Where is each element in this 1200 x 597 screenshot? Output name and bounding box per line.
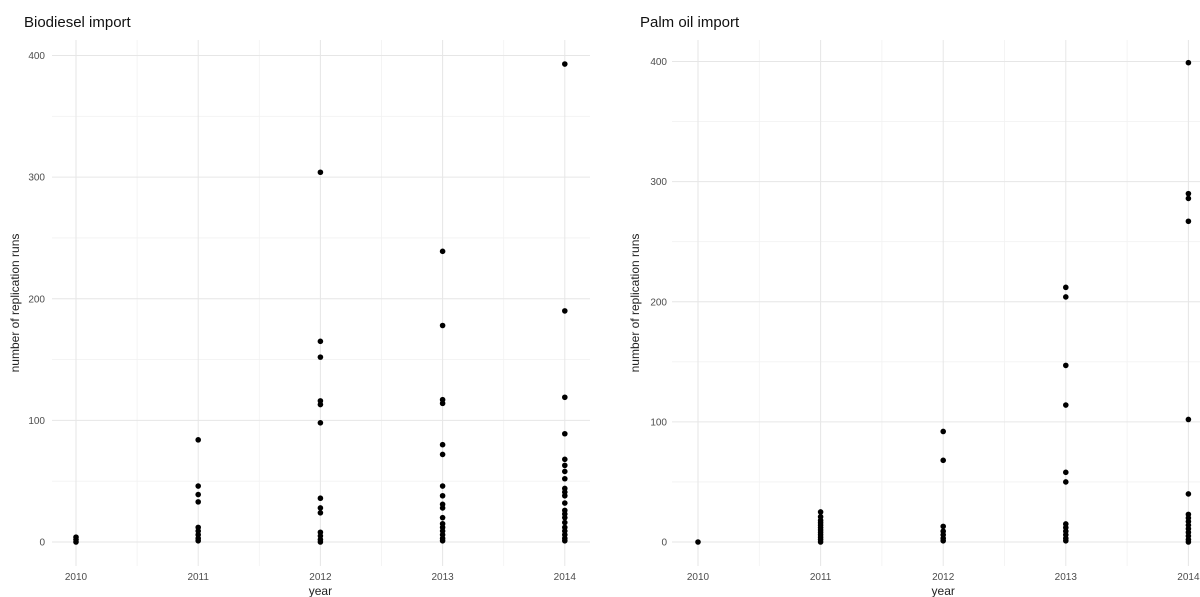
data-point — [317, 510, 324, 516]
data-point — [195, 537, 201, 544]
data-point — [1185, 218, 1192, 225]
data-point — [1063, 294, 1069, 300]
scatter-plot-biodiesel: 2010 2011 2012 2013 2014 0 100 200 300 400 year num… — [8, 40, 590, 597]
y-axis-label: number of replication runs — [628, 234, 642, 373]
data-point — [317, 495, 324, 502]
data-point — [562, 475, 568, 482]
data-point — [439, 514, 446, 521]
data-point — [940, 523, 946, 530]
data-point — [562, 492, 568, 499]
data-point — [439, 322, 446, 329]
y-tick-label: 400 — [28, 51, 45, 62]
data-point — [317, 338, 324, 345]
data-point — [562, 61, 568, 67]
data-point — [817, 539, 824, 545]
y-tick-label: 0 — [661, 538, 667, 549]
x-tick-label: 2012 — [309, 572, 332, 583]
y-tick-label: 400 — [650, 57, 667, 68]
data-point — [562, 456, 568, 463]
x-tick-label: 2013 — [1055, 572, 1078, 583]
data-point — [317, 420, 324, 426]
y-tick-label: 300 — [28, 173, 45, 184]
data-point — [1185, 491, 1192, 497]
data-point — [1063, 537, 1069, 544]
data-point — [562, 519, 568, 526]
data-point — [1185, 190, 1192, 197]
data-point — [1185, 59, 1192, 66]
x-tick-label: 2011 — [810, 572, 832, 583]
data-point — [562, 500, 568, 506]
data-point — [73, 534, 79, 540]
y-tick-label: 200 — [650, 297, 667, 308]
data-point — [1185, 416, 1192, 423]
data-point — [317, 505, 324, 511]
data-point — [562, 462, 568, 469]
data-point — [195, 491, 201, 498]
chart-title: Biodiesel import — [24, 14, 131, 31]
y-tick-label: 100 — [28, 416, 45, 427]
data-point — [1185, 195, 1192, 202]
data-point — [562, 468, 568, 475]
data-point — [317, 539, 324, 545]
data-point — [317, 169, 324, 176]
data-point — [1063, 479, 1069, 485]
data-point — [195, 499, 201, 505]
data-point — [1063, 284, 1069, 291]
data-point — [940, 428, 946, 435]
data-point — [562, 394, 568, 401]
x-tick-label: 2014 — [554, 572, 577, 583]
data-point — [1063, 402, 1069, 408]
scatter-plot-palm-oil: 2010 2011 2012 2013 2014 0 100 200 300 400 year num… — [628, 40, 1200, 597]
data-point — [695, 539, 701, 545]
data-point — [817, 509, 824, 515]
data-point — [940, 537, 946, 544]
y-tick-label: 0 — [39, 538, 45, 549]
chart-panel-biodiesel: 2010 2011 2012 2013 2014 0 100 200 300 400 year num… — [8, 14, 590, 597]
chart-title: Palm oil import — [640, 14, 740, 31]
x-tick-label: 2012 — [932, 572, 955, 583]
data-point — [1063, 362, 1069, 369]
data-point — [439, 492, 446, 499]
data-point — [317, 354, 324, 360]
data-point — [439, 441, 446, 448]
x-axis-label: year — [309, 584, 332, 597]
data-point — [317, 401, 324, 408]
x-tick-label: 2010 — [65, 572, 88, 583]
data-point — [195, 483, 201, 489]
data-point — [439, 248, 446, 255]
data-point — [1063, 469, 1069, 476]
chart-panel-palm-oil: 2010 2011 2012 2013 2014 0 100 200 300 400 year num… — [620, 0, 1200, 597]
x-tick-label: 2011 — [187, 572, 209, 583]
y-tick-label: 300 — [650, 177, 667, 188]
data-point — [562, 537, 568, 544]
y-tick-label: 100 — [650, 417, 667, 428]
data-point — [940, 457, 946, 464]
x-tick-label: 2013 — [431, 572, 454, 583]
data-point — [562, 308, 568, 314]
data-point — [439, 451, 446, 458]
data-point — [439, 400, 446, 407]
data-point — [1185, 539, 1192, 545]
x-tick-label: 2010 — [687, 572, 710, 583]
y-axis-label: number of replication runs — [8, 234, 22, 373]
x-tick-label: 2014 — [1177, 572, 1200, 583]
data-point — [439, 483, 446, 489]
data-point — [439, 505, 446, 511]
x-axis-label: year — [932, 584, 955, 597]
data-point — [562, 430, 568, 437]
data-point — [195, 437, 201, 443]
data-point — [562, 514, 568, 521]
data-point — [439, 537, 446, 544]
y-tick-label: 200 — [28, 294, 45, 305]
